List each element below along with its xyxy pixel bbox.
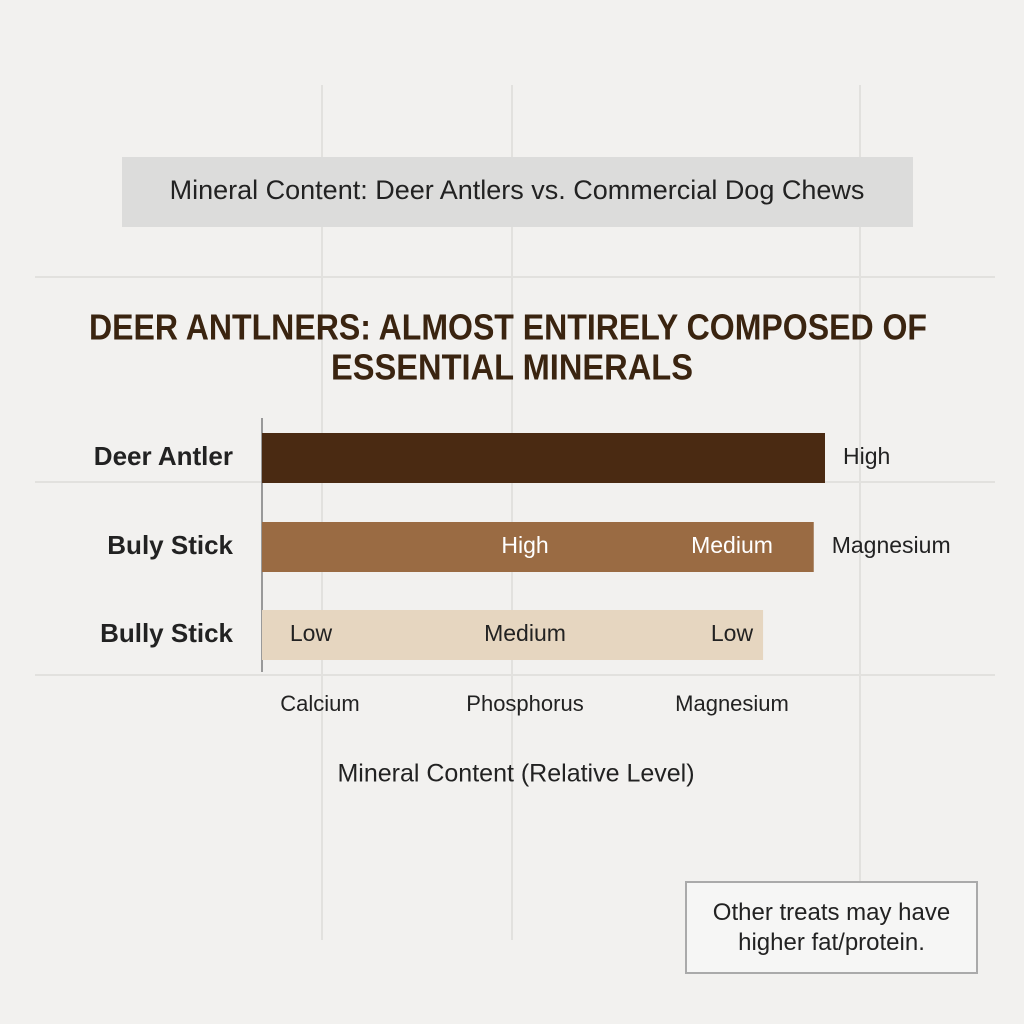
heading: DEER ANTLNERS: ALMOST ENTIRELY COMPOSED … bbox=[89, 307, 927, 348]
bar bbox=[262, 610, 764, 660]
column-label: Calcium bbox=[280, 691, 359, 716]
note-box bbox=[685, 881, 978, 974]
background-grid bbox=[35, 85, 995, 940]
title-box bbox=[122, 157, 913, 227]
end-label: Magnesium bbox=[832, 532, 951, 558]
column-label: Phosphorus bbox=[466, 691, 583, 716]
category-label: Deer Antler bbox=[94, 441, 233, 471]
segment-label: Low bbox=[711, 620, 754, 646]
segment-label: Medium bbox=[691, 532, 773, 558]
category-label: Bully Stick bbox=[100, 618, 233, 648]
bar bbox=[262, 522, 814, 572]
note-container: Other treats may have higher fat/protein… bbox=[712, 898, 951, 956]
category-label: Buly Stick bbox=[107, 530, 233, 560]
heading: ESSENTIAL MINERALS bbox=[331, 347, 693, 388]
column-label: Magnesium bbox=[675, 691, 789, 716]
end-label: High bbox=[843, 443, 890, 469]
chart-title: Mineral Content: Deer Antlers vs. Commer… bbox=[170, 175, 865, 205]
segment-label: High bbox=[501, 532, 548, 558]
note: Other treats may have higher fat/protein… bbox=[712, 898, 951, 956]
segment-label: Low bbox=[290, 620, 333, 646]
x-axis-label: Mineral Content (Relative Level) bbox=[337, 760, 694, 788]
bar bbox=[262, 433, 825, 483]
segment-label: Medium bbox=[484, 620, 566, 646]
